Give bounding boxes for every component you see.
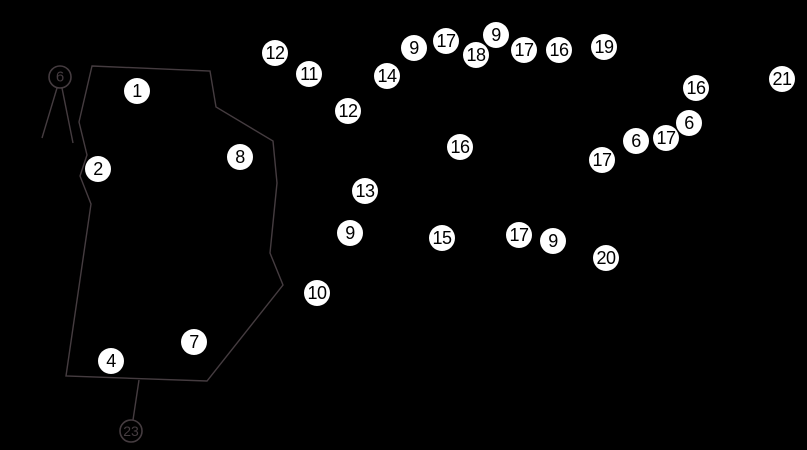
station-marker-23: 23	[119, 379, 143, 443]
point-marker-18[interactable]: 18	[463, 42, 489, 68]
point-marker-8[interactable]: 8	[227, 144, 253, 170]
point-marker-9[interactable]: 9	[540, 228, 566, 254]
point-marker-17[interactable]: 17	[433, 28, 459, 54]
point-marker-21[interactable]: 21	[769, 66, 795, 92]
station-leg-line	[132, 379, 140, 421]
point-marker-10[interactable]: 10	[304, 280, 330, 306]
station-leg-line	[61, 87, 74, 144]
station-label: 23	[123, 423, 139, 439]
point-marker-9[interactable]: 9	[337, 220, 363, 246]
parcel-boundary-outline	[65, 65, 284, 382]
point-marker-9[interactable]: 9	[483, 22, 509, 48]
point-marker-16[interactable]: 16	[447, 134, 473, 160]
point-marker-15[interactable]: 15	[429, 225, 455, 251]
station-label: 6	[56, 69, 64, 86]
point-marker-12[interactable]: 12	[262, 40, 288, 66]
point-marker-1[interactable]: 1	[124, 78, 150, 104]
station-circle-outline	[119, 419, 143, 443]
point-marker-17[interactable]: 17	[506, 222, 532, 248]
point-marker-12[interactable]: 12	[335, 98, 361, 124]
station-marker-6: 6	[41, 65, 74, 144]
point-marker-6[interactable]: 6	[623, 128, 649, 154]
point-marker-6[interactable]: 6	[676, 110, 702, 136]
point-marker-11[interactable]: 11	[296, 61, 322, 87]
point-marker-19[interactable]: 19	[591, 34, 617, 60]
point-marker-14[interactable]: 14	[374, 63, 400, 89]
point-marker-7[interactable]: 7	[181, 329, 207, 355]
point-marker-13[interactable]: 13	[352, 178, 378, 204]
point-marker-16[interactable]: 16	[683, 75, 709, 101]
point-marker-4[interactable]: 4	[98, 348, 124, 374]
station-leg-line	[41, 87, 58, 139]
point-marker-20[interactable]: 20	[593, 245, 619, 271]
point-marker-17[interactable]: 17	[653, 125, 679, 151]
point-marker-9[interactable]: 9	[401, 35, 427, 61]
point-marker-16[interactable]: 16	[546, 37, 572, 63]
point-marker-17[interactable]: 17	[511, 37, 537, 63]
point-marker-17[interactable]: 17	[589, 147, 615, 173]
station-circle-outline	[48, 65, 72, 89]
point-marker-2[interactable]: 2	[85, 156, 111, 182]
